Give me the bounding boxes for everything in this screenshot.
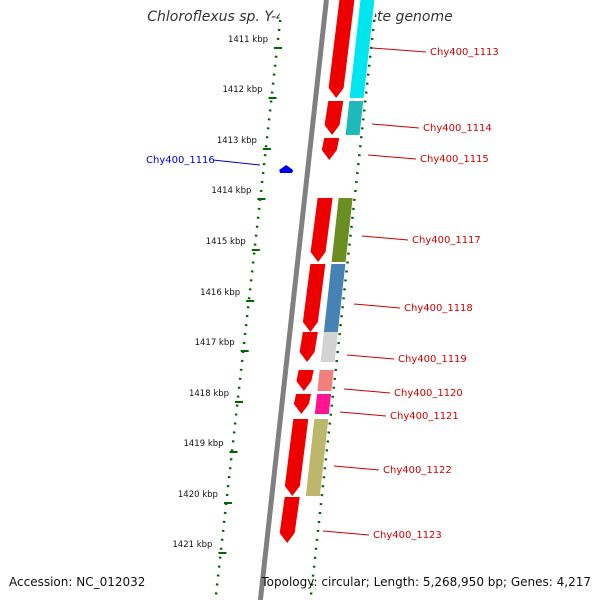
gene-label-Chy400_1116[interactable]: Chy400_1116 [146,155,215,166]
gene-pointer [371,47,427,53]
gene-label-Chy400_1121[interactable]: Chy400_1121 [390,411,459,422]
gene-arrow-Chy400_1116[interactable] [279,165,294,173]
gene-pointer [371,123,420,129]
gene-label-Chy400_1118[interactable]: Chy400_1118 [404,303,473,314]
kbp-label: 1412 kbp [222,85,262,95]
gene-arrow-Chy400_1114[interactable] [324,101,344,135]
kbp-label: 1411 kbp [228,35,268,45]
gene-pointer [346,354,395,360]
gene-arrow-Chy400_1121[interactable] [293,394,312,414]
gene-pointer [353,303,401,309]
gene-arrow-Chy400_1123[interactable] [279,497,300,543]
cog-bar-Chy400_1114 [345,101,364,135]
accession-label: Accession: NC_012032 [9,575,146,589]
gene-label-Chy400_1117[interactable]: Chy400_1117 [412,235,481,246]
genome-stats-label: Topology: circular; Length: 5,268,950 bp… [261,575,591,589]
cog-bar-Chy400_1113 [349,0,375,98]
gene-label-Chy400_1113[interactable]: Chy400_1113 [430,47,499,58]
kbp-label: 1420 kbp [178,490,218,500]
kbp-label: 1415 kbp [206,237,246,247]
gene-pointer [367,154,417,160]
cog-bar-Chy400_1118 [323,264,346,332]
kbp-label: 1416 kbp [200,288,240,298]
gene-arrow-Chy400_1117[interactable] [310,198,333,262]
gene-label-Chy400_1123[interactable]: Chy400_1123 [373,530,442,541]
gene-arrow-Chy400_1119[interactable] [299,332,318,362]
gene-label-Chy400_1115[interactable]: Chy400_1115 [420,154,489,165]
gene-label-Chy400_1114[interactable]: Chy400_1114 [423,123,492,134]
gene-pointer [343,388,391,394]
gene-arrow-Chy400_1118[interactable] [302,264,326,332]
gene-label-Chy400_1120[interactable]: Chy400_1120 [394,388,463,399]
gene-arrow-Chy400_1120[interactable] [296,370,314,391]
gene-label-Chy400_1122[interactable]: Chy400_1122 [383,465,452,476]
kbp-label: 1417 kbp [195,338,235,348]
cog-bar-Chy400_1121 [314,394,332,414]
gene-arrow-Chy400_1113[interactable] [328,0,355,98]
kbp-label: 1413 kbp [217,136,257,146]
kbp-label: 1419 kbp [183,439,223,449]
gene-label-Chy400_1119[interactable]: Chy400_1119 [398,354,467,365]
cog-bar-Chy400_1120 [317,370,334,391]
gene-arrow-Chy400_1115[interactable] [321,138,340,160]
gene-pointer [361,235,409,241]
kbp-label: 1421 kbp [172,540,212,550]
gene-pointer [322,530,370,536]
gene-pointer [333,465,380,471]
gene-arrow-Chy400_1122[interactable] [284,419,309,496]
gene-pointer [339,411,387,417]
cog-bar-Chy400_1122 [305,419,329,496]
kbp-label: 1414 kbp [211,186,251,196]
genome-backbone [257,0,329,600]
kbp-label: 1418 kbp [189,389,229,399]
cog-bar-Chy400_1117 [331,198,353,262]
cog-bar-Chy400_1119 [320,332,338,362]
scale-dotted-line-inner [309,19,376,600]
gene-pointer [212,159,261,166]
